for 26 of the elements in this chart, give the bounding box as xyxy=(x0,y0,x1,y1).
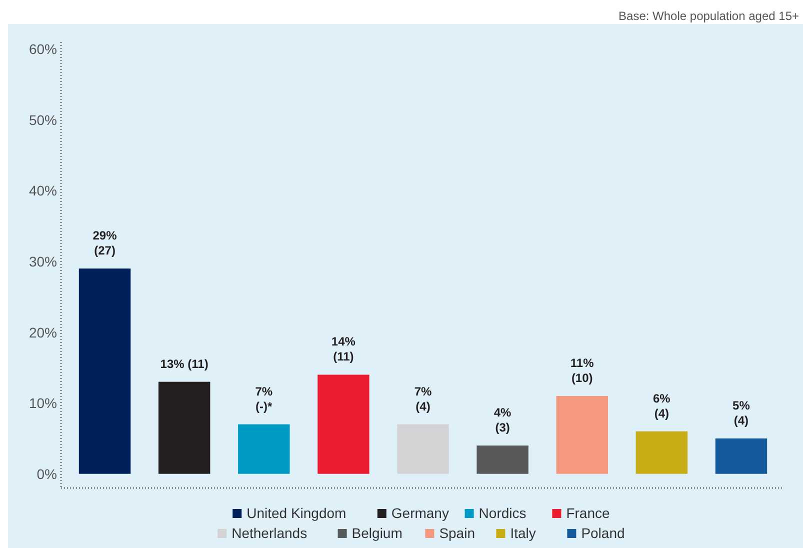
data-label: 5% (4) xyxy=(732,398,750,428)
legend-label: Poland xyxy=(581,525,625,541)
data-label: 7% (-)* xyxy=(255,384,273,414)
y-tick-label: 60% xyxy=(28,41,57,58)
data-label: 11% (10) xyxy=(570,356,594,385)
legend-label: Italy xyxy=(510,525,536,541)
data-label: 6% (4) xyxy=(653,391,671,420)
data-label: 29% (27) xyxy=(92,228,118,258)
legend-label: Belgium xyxy=(352,525,402,541)
y-tick-label: 0% xyxy=(36,466,57,482)
data-label: 7% (4) xyxy=(414,384,432,414)
legend-label: United Kingdom xyxy=(246,505,346,521)
y-tick-label: 10% xyxy=(28,395,57,412)
text: Base: Whole population aged 15+ xyxy=(618,9,799,23)
legend-label: Nordics xyxy=(478,505,526,521)
data-label: 13% (11) xyxy=(160,356,208,371)
y-tick-label: 40% xyxy=(28,182,57,199)
y-tick-label: 50% xyxy=(28,112,57,128)
legend-label: Spain xyxy=(439,525,476,541)
data-label: 14% (11) xyxy=(331,334,356,364)
legend-label: France xyxy=(566,505,610,521)
legend-label: Germany xyxy=(391,505,449,521)
y-tick-label: 20% xyxy=(28,324,57,340)
y-tick-label: 30% xyxy=(28,253,57,270)
data-label: 4% (3) xyxy=(494,406,512,435)
legend-label: Netherlands xyxy=(232,525,308,541)
